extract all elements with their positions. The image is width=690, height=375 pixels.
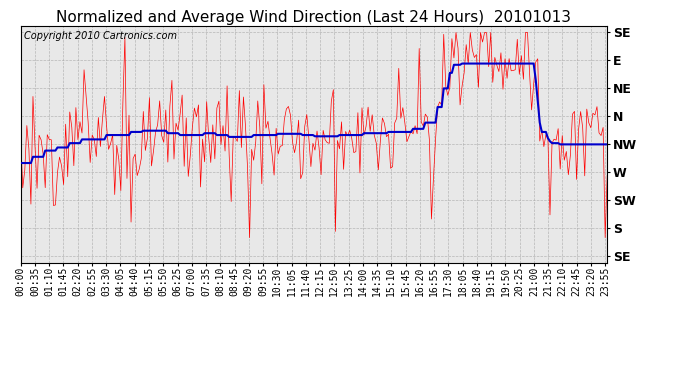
Text: Copyright 2010 Cartronics.com: Copyright 2010 Cartronics.com <box>23 31 177 41</box>
Title: Normalized and Average Wind Direction (Last 24 Hours)  20101013: Normalized and Average Wind Direction (L… <box>57 10 571 25</box>
